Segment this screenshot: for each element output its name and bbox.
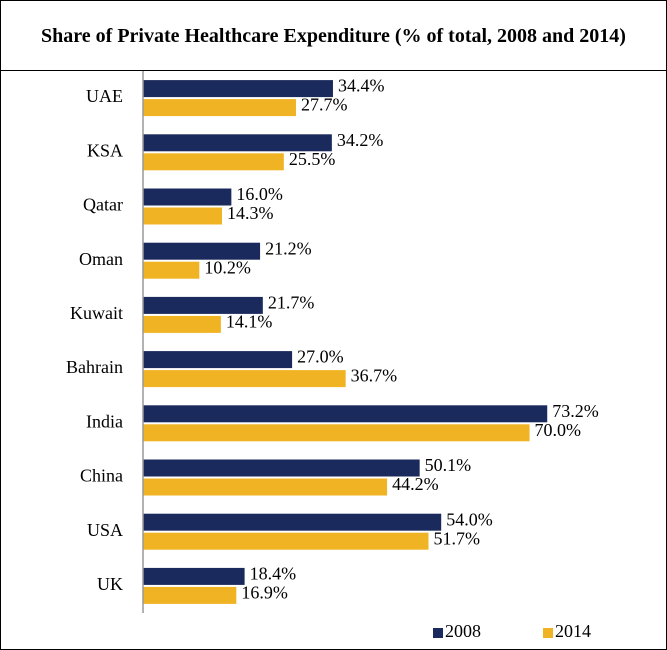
bar [143,296,263,314]
y-tick-label: China [80,466,123,486]
bar [143,207,222,225]
bar [143,261,200,279]
value-label: 44.2% [392,474,439,494]
value-label: 34.4% [338,76,385,96]
value-label: 34.2% [337,130,384,150]
y-tick-label: Oman [79,249,123,269]
bar [143,80,333,98]
value-label: 73.2% [552,401,599,421]
y-tick-label: India [86,411,123,431]
bar [143,153,284,171]
bar [143,242,261,260]
bar [143,405,548,423]
legend-label: 2014 [555,621,591,641]
bar [143,513,442,531]
value-label: 70.0% [535,420,582,440]
y-tick-label: UK [97,574,123,594]
value-label: 27.0% [297,347,344,367]
bar [143,188,232,206]
value-label: 36.7% [351,366,398,386]
legend-label: 2008 [445,621,481,641]
y-tick-label: UAE [86,86,123,106]
value-label: 14.3% [227,203,274,223]
value-label: 21.7% [268,293,315,313]
bar [143,99,296,117]
value-label: 25.5% [289,149,336,169]
legend-swatch [433,628,443,638]
bar [143,532,429,550]
bar [143,586,237,604]
value-label: 10.2% [204,257,251,277]
bar [143,134,332,152]
bar [143,478,388,496]
bar [143,424,530,442]
value-label: 51.7% [433,528,480,548]
bar [143,370,346,388]
bar [143,567,245,585]
legend-swatch [543,628,553,638]
value-label: 14.1% [226,312,273,332]
bar [143,351,293,369]
y-tick-label: KSA [87,140,123,160]
y-tick-label: USA [87,520,123,540]
y-tick-label: Qatar [83,195,123,215]
y-tick-label: Kuwait [70,303,123,323]
value-label: 21.2% [265,238,312,258]
chart-title: Share of Private Healthcare Expenditure … [1,1,666,71]
y-tick-label: Bahrain [66,357,123,377]
value-label: 16.0% [236,184,283,204]
bar [143,459,420,477]
value-label: 18.4% [250,564,297,584]
value-label: 50.1% [425,455,472,475]
bar [143,315,221,333]
value-label: 54.0% [446,509,493,529]
value-label: 16.9% [241,583,288,603]
value-label: 27.7% [301,95,348,115]
plot: UAE 34.4%27.7% KSA 34.2%25.5% Qatar 16.0%14.3… [66,71,599,641]
